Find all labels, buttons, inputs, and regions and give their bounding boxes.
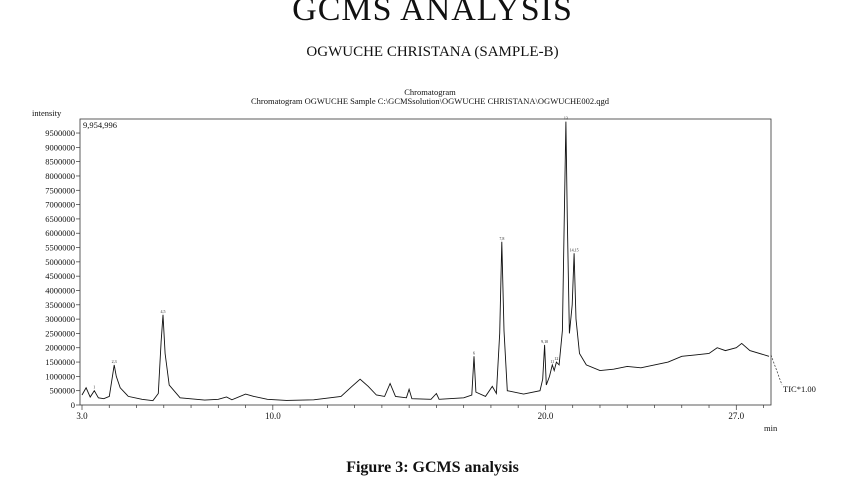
peak-label: 1 bbox=[93, 385, 95, 390]
y-tick-label: 5500000 bbox=[45, 243, 75, 253]
x-axis: 3.0 10.0 20.0 27.0 bbox=[76, 405, 764, 421]
y-tick-label: 9500000 bbox=[45, 128, 75, 138]
peak-label: 7,8 bbox=[499, 236, 504, 242]
y-axis-label: intensity bbox=[32, 108, 62, 118]
y-tick-label: 1000000 bbox=[45, 371, 75, 381]
x-tick-label: 27.0 bbox=[728, 411, 744, 421]
y-tick-label: 3000000 bbox=[45, 314, 75, 324]
y-tick-label: 1500000 bbox=[45, 357, 75, 367]
y-tick-label: 2500000 bbox=[45, 328, 75, 338]
page-title: GCMS ANALYSIS bbox=[292, 0, 573, 28]
y-axis: 0 500000 1000000 1500000 2000000 2500000 30000… bbox=[45, 128, 80, 410]
y-tick-label: 8000000 bbox=[45, 171, 75, 181]
trace-label-leader bbox=[770, 354, 783, 386]
y-tick-label: 8500000 bbox=[45, 157, 75, 167]
y-tick-label: 3500000 bbox=[45, 300, 75, 310]
x-tick-label: 10.0 bbox=[265, 411, 281, 421]
peak-label: 12 bbox=[554, 356, 558, 361]
trace-label: TIC*1.00 bbox=[783, 384, 816, 394]
y-tick-label: 4500000 bbox=[45, 271, 75, 281]
x-tick-label: 20.0 bbox=[538, 411, 554, 421]
y-tick-label: 7000000 bbox=[45, 200, 75, 210]
figure-caption: Figure 3: GCMS analysis bbox=[346, 459, 519, 476]
y-tick-label: 6000000 bbox=[45, 228, 75, 238]
peak-label: 13 bbox=[564, 116, 568, 121]
chart-title: Chromatogram bbox=[404, 87, 456, 97]
x-tick-label: 3.0 bbox=[76, 411, 88, 421]
peak-label: 2,3 bbox=[112, 359, 117, 365]
peak-label: 6 bbox=[473, 350, 475, 355]
chart-subtitle: Chromatogram OGWUCHE Sample C:\GCMSsolut… bbox=[251, 96, 610, 106]
y-tick-label: 7500000 bbox=[45, 185, 75, 195]
y-tick-label: 500000 bbox=[50, 386, 76, 396]
tic-trace-line bbox=[81, 121, 770, 402]
y-tick-label: 0 bbox=[71, 400, 75, 410]
y-tick-label: 2000000 bbox=[45, 343, 75, 353]
max-intensity-label: 9,954,996 bbox=[83, 120, 117, 130]
y-tick-label: 9000000 bbox=[45, 142, 75, 152]
y-tick-label: 5000000 bbox=[45, 257, 75, 267]
x-unit-label: min bbox=[764, 423, 778, 433]
peak-label: 14,15 bbox=[570, 247, 579, 253]
sample-subtitle: OGWUCHE CHRISTANA (SAMPLE-B) bbox=[306, 44, 559, 60]
peak-label: 11 bbox=[550, 359, 554, 364]
peak-label: 9,10 bbox=[541, 339, 548, 345]
y-tick-label: 4000000 bbox=[45, 285, 75, 295]
y-tick-label: 6500000 bbox=[45, 214, 75, 224]
peak-label: 4,5 bbox=[160, 309, 165, 315]
